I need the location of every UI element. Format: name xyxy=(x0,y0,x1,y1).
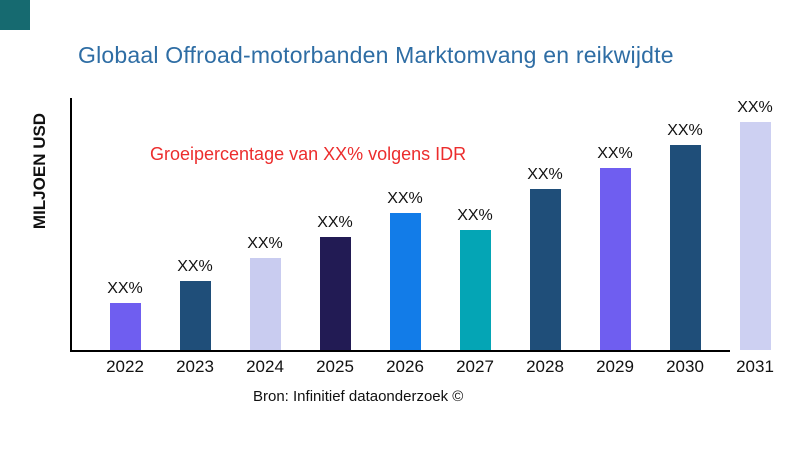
bar-group-2024: XX% xyxy=(230,98,300,350)
bar-2024 xyxy=(249,258,281,350)
bar-value-label: XX% xyxy=(317,214,353,231)
bar-group-2025: XX% xyxy=(300,98,370,350)
bar-group-2029: XX% xyxy=(580,98,650,350)
bar-2030 xyxy=(669,145,701,350)
bar-value-label: XX% xyxy=(527,166,563,183)
x-tick-label-2029: 2029 xyxy=(596,357,634,376)
x-tick-label-2027: 2027 xyxy=(456,357,494,376)
bar-value-label: XX% xyxy=(737,99,773,116)
bar-value-label: XX% xyxy=(177,258,213,275)
x-tick-label-2023: 2023 xyxy=(176,357,214,376)
bar-value-label: XX% xyxy=(107,280,143,297)
x-tick-label-2024: 2024 xyxy=(246,357,284,376)
bar-value-label: XX% xyxy=(387,190,423,207)
chart-title: Globaal Offroad-motorbanden Marktomvang … xyxy=(78,42,674,68)
bar-group-2031: XX% xyxy=(720,98,790,350)
y-axis-title: MILJOEN USD xyxy=(30,112,49,230)
x-tick-label-2025: 2025 xyxy=(316,357,354,376)
bar-2022 xyxy=(109,303,141,350)
x-tick-label-2022: 2022 xyxy=(106,357,144,376)
bar-value-label: XX% xyxy=(247,235,283,252)
x-tick-label-2026: 2026 xyxy=(386,357,424,376)
bar-group-2022: XX% xyxy=(90,98,160,350)
bar-value-label: XX% xyxy=(457,207,493,224)
bar-2029 xyxy=(599,168,631,350)
bar-group-2023: XX% xyxy=(160,98,230,350)
bar-group-2027: XX% xyxy=(440,98,510,350)
bar-2025 xyxy=(319,237,351,350)
bar-group-2026: XX% xyxy=(370,98,440,350)
bar-2026 xyxy=(389,213,421,350)
y-axis-line xyxy=(70,98,72,352)
source-caption: Bron: Infinitief dataonderzoek © xyxy=(253,388,464,405)
bar-2027 xyxy=(459,230,491,350)
brand-logo-square xyxy=(0,0,30,30)
bar-value-label: XX% xyxy=(597,145,633,162)
bar-value-label: XX% xyxy=(667,122,703,139)
x-tick-label-2031: 2031 xyxy=(736,357,774,376)
plot-area: XX% XX% XX% XX% XX% XX% XX% XX% XX% XX% 2022 2023 2… xyxy=(70,98,790,376)
x-tick-label-2030: 2030 xyxy=(666,357,704,376)
x-tick-label-2028: 2028 xyxy=(526,357,564,376)
bar-2031 xyxy=(739,122,771,350)
bar-2023 xyxy=(179,281,211,350)
x-axis-line xyxy=(70,350,730,352)
bar-group-2030: XX% xyxy=(650,98,720,350)
bar-2028 xyxy=(529,189,561,350)
bar-group-2028: XX% xyxy=(510,98,580,350)
growth-annotation: Groeipercentage van XX% volgens IDR xyxy=(150,144,467,164)
